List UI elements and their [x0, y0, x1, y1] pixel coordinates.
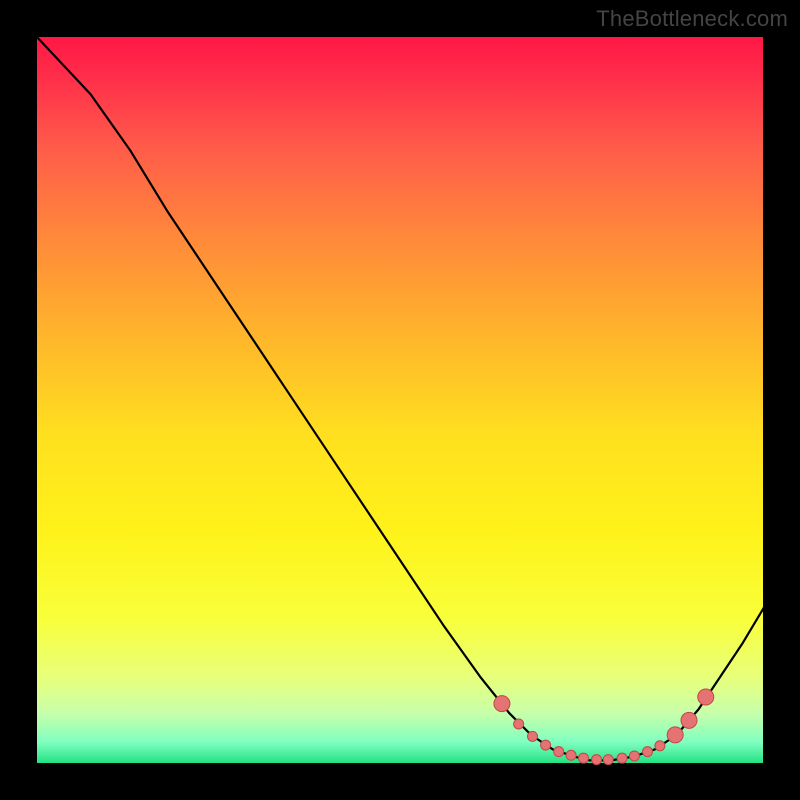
curve-marker [528, 731, 538, 741]
curve-marker [667, 727, 683, 743]
curve-marker [603, 755, 613, 765]
curve-marker [681, 712, 697, 728]
curve-marker [617, 753, 627, 763]
curve-marker [698, 689, 714, 705]
curve-marker [629, 751, 639, 761]
curve-marker [578, 753, 588, 763]
curve-marker [554, 747, 564, 757]
curve-marker [566, 750, 576, 760]
curve-marker [541, 740, 551, 750]
curve-marker [592, 755, 602, 765]
bottleneck-chart [0, 0, 800, 800]
curve-marker [514, 719, 524, 729]
curve-marker [655, 741, 665, 751]
curve-marker [643, 747, 653, 757]
chart-container: TheBottleneck.com [0, 0, 800, 800]
watermark-label: TheBottleneck.com [596, 6, 788, 32]
chart-background-gradient [36, 36, 764, 764]
curve-marker [494, 696, 510, 712]
